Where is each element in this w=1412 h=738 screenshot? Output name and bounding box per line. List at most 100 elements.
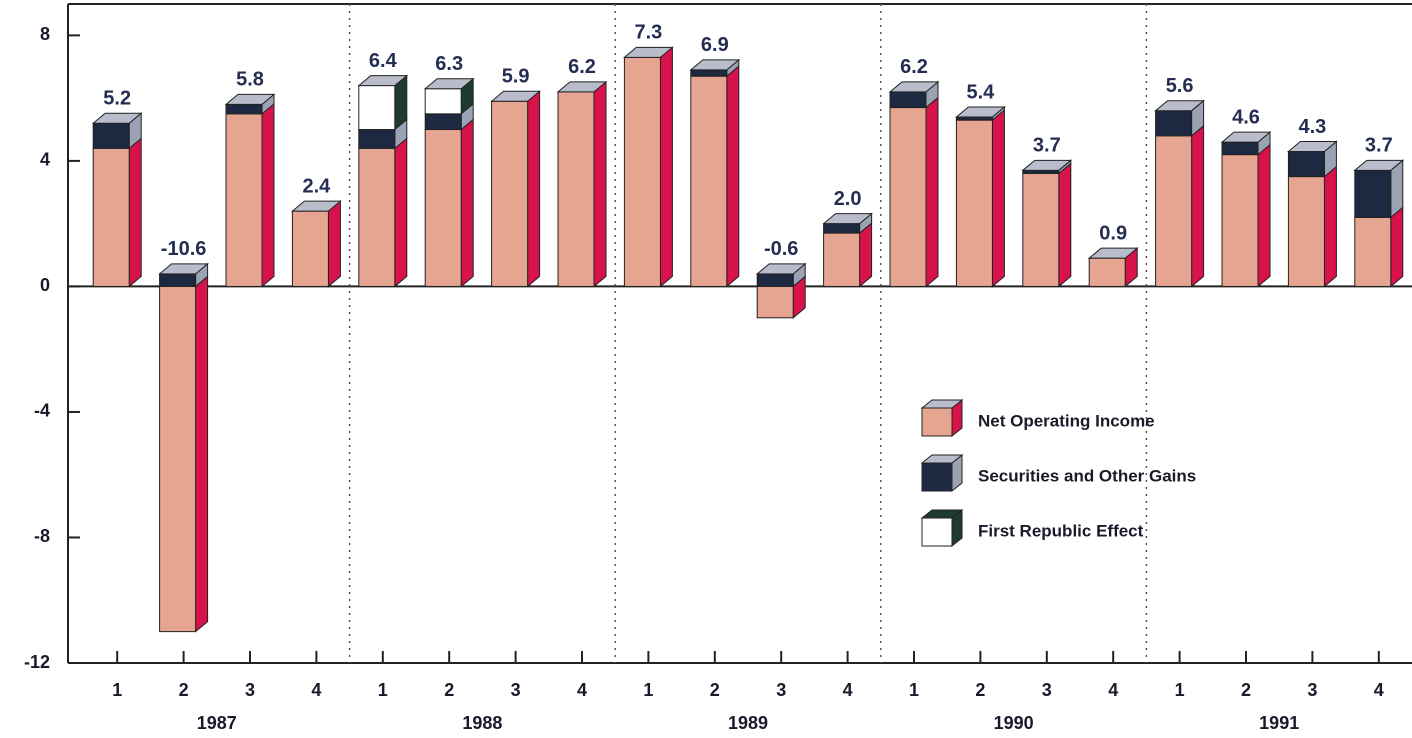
bar-side	[659, 46, 673, 288]
bar-segment	[889, 91, 927, 109]
bar-segment	[1155, 135, 1193, 287]
bar-cap	[1220, 131, 1272, 143]
x-tick-label: 4	[577, 680, 587, 700]
y-tick-label: -4	[34, 401, 50, 421]
bar-cap	[955, 106, 1006, 118]
bar-side	[1191, 124, 1205, 288]
bar-segment	[424, 88, 462, 115]
bar-segment	[225, 103, 263, 115]
x-tick-label: 1	[378, 680, 388, 700]
y-tick-label: -8	[34, 526, 50, 546]
bar-cap	[91, 112, 143, 124]
legend-label: First Republic Effect	[978, 521, 1144, 540]
y-tick-label: 0	[40, 275, 50, 295]
x-tick-label: 1	[643, 680, 653, 700]
x-tick-label: 1	[1175, 680, 1185, 700]
x-tick-label: 2	[1241, 680, 1251, 700]
bar-segment	[491, 100, 529, 287]
legend-swatch	[921, 462, 953, 492]
bar-side	[261, 102, 275, 288]
bar-segment	[424, 129, 462, 287]
bar-segment	[1287, 176, 1325, 287]
year-label: 1987	[197, 713, 237, 733]
year-label: 1988	[462, 713, 502, 733]
bar-side	[327, 200, 341, 288]
bar-cap	[490, 90, 541, 102]
year-label: 1990	[994, 713, 1034, 733]
bar-segment	[358, 147, 396, 287]
legend-label: Net Operating Income	[978, 411, 1155, 430]
bar-cap	[822, 213, 873, 225]
bar-segment	[1088, 257, 1126, 287]
bar-cap	[357, 75, 409, 87]
bar-side	[1390, 206, 1404, 288]
total-label: 6.3	[435, 53, 463, 75]
x-tick-label: 3	[511, 680, 521, 700]
bar-side	[593, 80, 607, 288]
bar-cap	[423, 78, 475, 90]
bar-segment	[159, 285, 197, 633]
x-tick-label: 1	[909, 680, 919, 700]
x-tick-label: 4	[311, 680, 321, 700]
total-label: 2.0	[834, 188, 862, 210]
total-label: 5.9	[502, 66, 530, 88]
total-label: 0.9	[1099, 222, 1127, 244]
bar-segment	[955, 119, 993, 287]
bar-segment	[358, 85, 396, 131]
bar-cap	[888, 81, 940, 93]
total-label: 6.9	[701, 34, 729, 56]
year-label: 1991	[1259, 713, 1299, 733]
bar-segment	[690, 69, 728, 77]
bar-side	[991, 109, 1005, 288]
total-label: 4.3	[1298, 116, 1326, 138]
x-tick-label: 3	[1307, 680, 1317, 700]
bar-cap	[1087, 247, 1139, 259]
bar-side	[1323, 165, 1337, 288]
x-tick-label: 3	[776, 680, 786, 700]
bar-side	[1257, 143, 1271, 288]
bar-segment	[823, 223, 861, 234]
y-tick-label: 4	[40, 150, 50, 170]
bar-segment	[424, 113, 462, 131]
legend-swatch	[921, 407, 953, 437]
bar-cap	[224, 93, 276, 105]
bar-segment	[92, 147, 130, 287]
x-tick-label: 4	[1374, 680, 1384, 700]
bar-side	[394, 137, 408, 288]
legend-label: Securities and Other Gains	[978, 466, 1196, 485]
total-label: 6.2	[568, 56, 596, 78]
total-label: 5.2	[103, 88, 131, 110]
bar-segment	[358, 129, 396, 149]
bar-side	[726, 65, 740, 288]
bar-cap	[1154, 100, 1205, 112]
bar-segment	[92, 122, 130, 149]
bar-cap	[689, 59, 741, 71]
y-tick-label: -12	[24, 652, 50, 672]
x-tick-label: 4	[1108, 680, 1118, 700]
total-label: -0.6	[764, 238, 798, 260]
x-tick-label: 3	[245, 680, 255, 700]
total-label: 2.4	[302, 175, 331, 197]
bar-cap	[1353, 159, 1405, 171]
bar-side	[195, 275, 209, 633]
bar-cap	[158, 263, 209, 275]
bar-segment	[623, 56, 661, 287]
bar-cap	[291, 200, 342, 212]
x-tick-label: 2	[444, 680, 454, 700]
bar-segment	[690, 75, 728, 287]
total-label: 6.4	[369, 50, 398, 72]
total-label: 5.4	[966, 81, 995, 103]
total-label: 5.6	[1166, 75, 1194, 97]
total-label: 7.3	[634, 22, 662, 44]
year-label: 1989	[728, 713, 768, 733]
bar-side	[925, 96, 939, 288]
bar-cap	[623, 46, 674, 58]
bar-segment	[1022, 172, 1060, 287]
x-tick-label: 3	[1042, 680, 1052, 700]
x-tick-label: 2	[975, 680, 985, 700]
total-label: 3.7	[1033, 135, 1061, 157]
bar-side	[1058, 162, 1072, 288]
y-tick-label: 8	[40, 24, 50, 44]
total-label: 6.2	[900, 56, 928, 78]
